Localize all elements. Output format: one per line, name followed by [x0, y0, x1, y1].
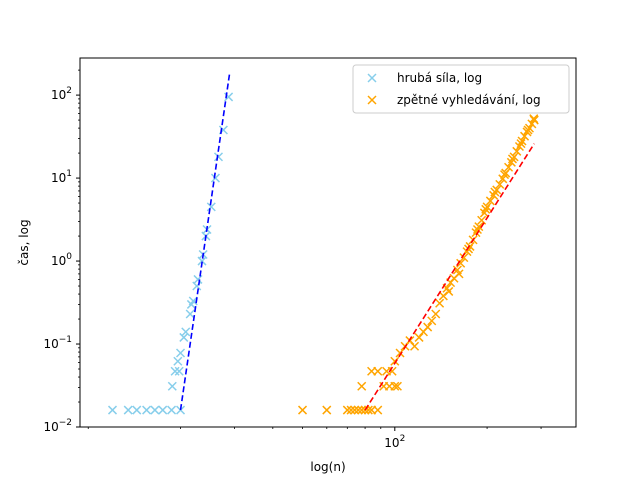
- data-point: [410, 341, 420, 351]
- data-point: [123, 405, 133, 415]
- data-point: [435, 298, 445, 308]
- legend-label: hrubá síla, log: [397, 71, 482, 85]
- y-tick-label: 100: [51, 252, 72, 268]
- data-point: [107, 405, 118, 415]
- data-point: [512, 146, 522, 156]
- data-point: [174, 366, 184, 376]
- legend-marker: [367, 95, 377, 105]
- data-point: [346, 405, 356, 415]
- data-point: [350, 405, 360, 415]
- data-point: [472, 224, 482, 235]
- data-point: [167, 381, 177, 391]
- data-point: [373, 405, 383, 415]
- data-point: [142, 405, 152, 415]
- data-point: [322, 405, 332, 415]
- data-point: [387, 366, 397, 376]
- data-point: [213, 152, 224, 162]
- data-point: [414, 332, 424, 342]
- data-point: [392, 381, 402, 391]
- legend: hrubá síla, log zpětné vyhledávání, log: [352, 64, 570, 114]
- y-tick-label: 102: [51, 86, 72, 102]
- data-point: [485, 196, 495, 206]
- legend-label: zpětné vyhledávání, log: [397, 93, 541, 107]
- data-point: [353, 405, 363, 415]
- trend-line: [364, 143, 535, 411]
- data-point: [357, 381, 367, 391]
- data-point: [206, 202, 216, 212]
- axes: 10−2 10−1 100 101 102 102: [43, 69, 542, 450]
- data-point: [188, 296, 198, 306]
- data-point: [500, 170, 510, 180]
- data-point: [529, 114, 539, 124]
- plot-area: [107, 73, 539, 415]
- data-point: [481, 204, 491, 214]
- data-point: [454, 269, 464, 279]
- data-point: [516, 139, 526, 149]
- data-point: [170, 366, 180, 376]
- data-point: [482, 202, 492, 212]
- data-point: [363, 405, 373, 415]
- data-point: [342, 405, 352, 415]
- data-point: [210, 173, 220, 183]
- data-point: [459, 253, 469, 263]
- data-point: [297, 405, 308, 415]
- series-2: [297, 114, 539, 415]
- axes-frame: [79, 57, 577, 428]
- data-point: [150, 405, 160, 415]
- data-point: [158, 405, 168, 415]
- data-point: [173, 356, 183, 366]
- legend-box: [352, 64, 570, 114]
- data-point: [167, 405, 177, 415]
- legend-marker: [367, 73, 377, 83]
- data-point: [175, 348, 186, 358]
- data-point: [464, 244, 474, 254]
- data-point: [456, 258, 466, 268]
- data-point: [390, 381, 400, 391]
- y-tick-label: 10−2: [43, 418, 72, 434]
- data-point: [495, 179, 505, 189]
- data-point: [444, 286, 454, 296]
- series-1: [107, 92, 234, 415]
- data-point: [395, 348, 405, 358]
- data-point: [179, 332, 189, 342]
- y-axis-label: čas, log: [17, 219, 31, 265]
- data-point: [517, 136, 527, 146]
- data-point: [507, 154, 517, 164]
- x-axis-label: log(n): [310, 460, 345, 474]
- data-point: [427, 316, 437, 326]
- data-point: [185, 309, 195, 319]
- data-point: [373, 366, 383, 376]
- trend-line: [179, 73, 231, 411]
- data-point: [490, 187, 500, 197]
- data-point: [193, 274, 203, 284]
- data-point: [181, 327, 191, 337]
- data-point: [523, 125, 533, 135]
- data-point: [504, 162, 514, 172]
- data-point: [431, 309, 441, 319]
- x-tick-label: 102: [384, 434, 405, 450]
- data-point: [390, 356, 400, 366]
- data-point: [520, 131, 530, 141]
- data-point: [132, 405, 142, 415]
- y-tick-label: 101: [51, 169, 72, 185]
- data-point: [357, 405, 367, 415]
- y-tick-label: 10−1: [43, 335, 72, 351]
- data-point: [423, 322, 433, 332]
